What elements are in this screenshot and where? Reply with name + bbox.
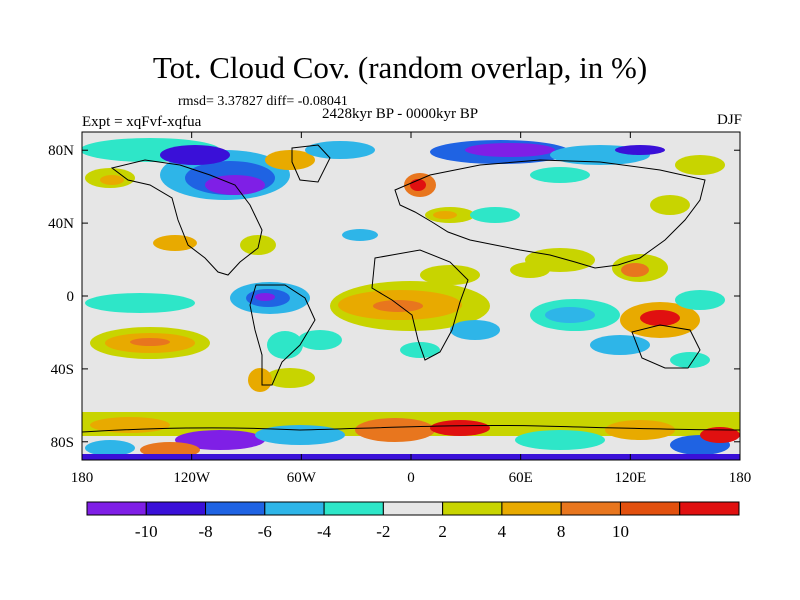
anomaly-patch: [545, 307, 595, 323]
experiment-label: Expt = xqFvf-xqfua: [82, 114, 202, 130]
lon-tick-label: 120E: [614, 470, 646, 486]
colorbar-swatch: [264, 501, 325, 516]
colorbar-swatch: [205, 501, 266, 516]
colorbar-label: 8: [557, 522, 566, 541]
anomaly-patch: [267, 331, 303, 359]
anomaly-patch: [248, 368, 272, 392]
anomaly-patch: [153, 235, 197, 251]
colorbar: -10 -8 -6 -4 -2 2 4 8 10: [86, 501, 740, 541]
colorbar-swatch: [679, 501, 740, 516]
anomaly-patch: [342, 229, 378, 241]
colorbar-swatch: [560, 501, 621, 516]
lon-tick-label: 180: [71, 470, 94, 486]
lat-tick-label: 0: [67, 289, 75, 305]
anomaly-patch: [240, 235, 276, 255]
anomaly-patch: [265, 150, 315, 170]
anomaly-patch: [621, 263, 649, 277]
anomaly-patch: [255, 293, 275, 301]
greenland-coast: [291, 144, 331, 183]
africa-coast: [371, 249, 469, 361]
anomaly-patch: [640, 310, 680, 326]
lat-tick-label: 80S: [51, 435, 74, 451]
anomaly-patch: [675, 290, 725, 310]
anomaly-patch: [530, 167, 590, 183]
anomaly-patch: [515, 430, 605, 450]
anomaly-patch: [470, 207, 520, 223]
anomaly-patch: [510, 262, 550, 278]
lat-tick-label: 40S: [51, 362, 74, 378]
anomaly-patch: [650, 195, 690, 215]
axis-ticks: 180 120W 60W 0 60E 120E 180 80N 40N 0 40S 80S: [48, 132, 751, 486]
colorbar-label: 4: [498, 522, 507, 541]
anomaly-patch: [670, 352, 710, 368]
coastlines: [82, 144, 740, 433]
lat-tick-label: 40N: [48, 216, 74, 232]
stats-text: rmsd= 3.37827 diff= -0.08041: [178, 94, 348, 109]
colorbar-swatch: [442, 501, 503, 516]
colorbar-label: 2: [438, 522, 447, 541]
colorbar-swatch: [501, 501, 562, 516]
anomaly-patch: [605, 420, 675, 440]
anomaly-patch: [590, 335, 650, 355]
anomaly-patch: [373, 300, 423, 312]
colorbar-swatch: [382, 501, 444, 516]
anomaly-patch: [100, 175, 124, 185]
anomaly-patch: [85, 440, 135, 456]
anomaly-patch: [433, 211, 457, 219]
lon-tick-label: 60E: [509, 470, 533, 486]
anomaly-patch: [465, 143, 555, 157]
eurasia-coast: [394, 159, 706, 269]
colorbar-label: 10: [612, 522, 629, 541]
anomaly-patch: [85, 293, 195, 313]
colorbar-label: -8: [198, 522, 212, 541]
antarctica-coast: [82, 424, 740, 433]
colorbar-label: -6: [258, 522, 272, 541]
lat-tick-label: 80N: [48, 143, 74, 159]
anomaly-patch: [615, 145, 665, 155]
anomaly-patch: [160, 145, 230, 165]
season-label: DJF: [716, 112, 742, 128]
lon-tick-label: 120W: [173, 470, 211, 486]
anomaly-patch: [430, 420, 490, 436]
south-america-coast: [249, 284, 316, 386]
anomaly-patch: [355, 418, 435, 442]
anomaly-patch: [675, 155, 725, 175]
colorbar-swatch: [323, 501, 384, 516]
anomaly-patch: [700, 427, 740, 443]
australia-coast: [631, 324, 701, 369]
anomaly-patch: [410, 179, 426, 191]
colorbar-label: -4: [317, 522, 332, 541]
period-label: 2428kyr BP - 0000kyr BP: [322, 106, 479, 122]
anomaly-patch: [175, 430, 265, 450]
anomaly-patch: [450, 320, 500, 340]
colorbar-swatch: [145, 501, 207, 516]
anomaly-patch: [400, 342, 440, 358]
anomaly-field: [82, 138, 740, 460]
anomaly-patch: [255, 425, 345, 445]
colorbar-label: -2: [376, 522, 390, 541]
anomaly-patch: [298, 330, 342, 350]
colorbar-swatch: [619, 501, 681, 516]
anomaly-patch: [305, 141, 375, 159]
lon-tick-label: 180: [729, 470, 752, 486]
lon-tick-label: 0: [407, 470, 415, 486]
lon-tick-label: 60W: [287, 470, 317, 486]
colorbar-swatch: [86, 501, 147, 516]
north-america-coast: [110, 159, 263, 276]
colorbar-label: -10: [135, 522, 158, 541]
map-title: Tot. Cloud Cov. (random overlap, in %): [152, 50, 648, 85]
anomaly-patch: [130, 338, 170, 346]
anomaly-patch: [420, 265, 480, 285]
